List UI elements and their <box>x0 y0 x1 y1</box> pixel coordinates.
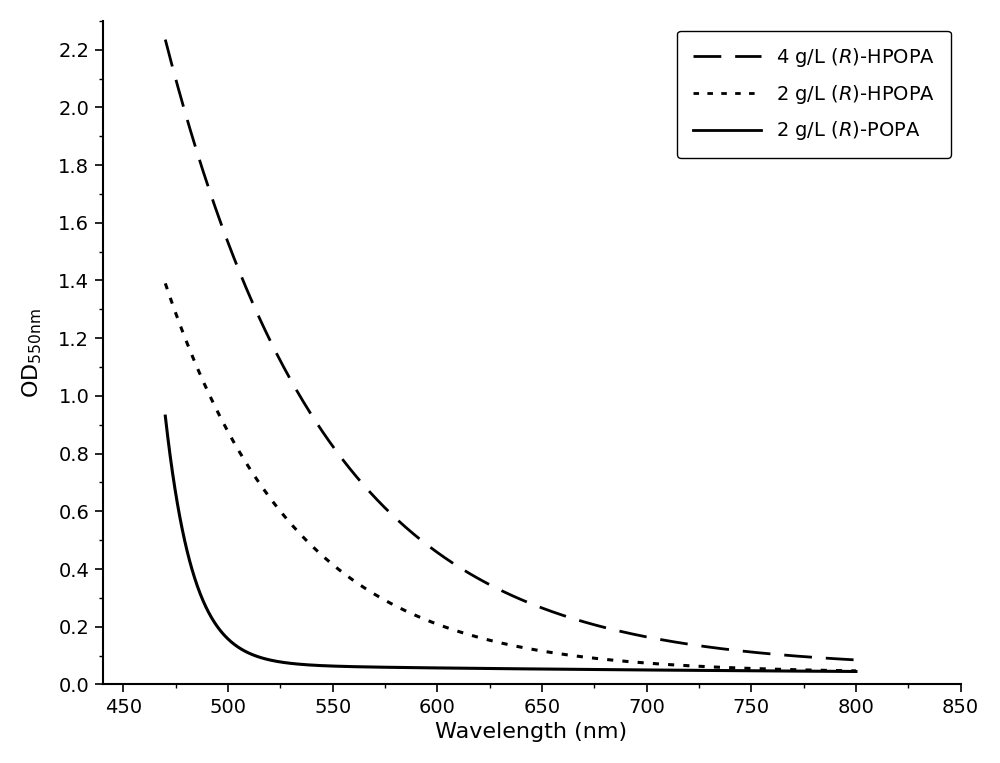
2 g/L $(R)$-HPOPA <box>477 634 489 643</box>
2 g/L $(R)$-HPOPA <box>195 371 207 380</box>
2 g/L $(R)$-POPA <box>703 666 715 675</box>
2 g/L $(R)$-HPOPA <box>703 662 715 671</box>
4 g/L $(R)$-HPOPA <box>477 577 489 586</box>
Line: 2 g/L $(R)$-HPOPA: 2 g/L $(R)$-HPOPA <box>165 283 856 671</box>
2 g/L $(R)$-HPOPA <box>850 666 862 675</box>
4 g/L $(R)$-HPOPA <box>850 655 862 665</box>
2 g/L $(R)$-HPOPA <box>495 639 507 648</box>
4 g/L $(R)$-HPOPA <box>195 159 207 168</box>
2 g/L $(R)$-HPOPA <box>159 278 171 288</box>
2 g/L $(R)$-HPOPA <box>830 666 842 675</box>
4 g/L $(R)$-HPOPA <box>830 654 842 663</box>
Line: 4 g/L $(R)$-HPOPA: 4 g/L $(R)$-HPOPA <box>165 40 856 660</box>
2 g/L $(R)$-POPA <box>850 667 862 676</box>
4 g/L $(R)$-HPOPA <box>495 586 507 595</box>
2 g/L $(R)$-POPA <box>477 664 489 673</box>
4 g/L $(R)$-HPOPA <box>159 35 171 44</box>
4 g/L $(R)$-HPOPA <box>830 654 842 663</box>
2 g/L $(R)$-HPOPA <box>830 666 842 675</box>
2 g/L $(R)$-POPA <box>830 667 842 676</box>
2 g/L $(R)$-POPA <box>495 664 507 673</box>
X-axis label: Wavelength (nm): Wavelength (nm) <box>435 722 628 742</box>
Y-axis label: OD$_\mathregular{550nm}$: OD$_\mathregular{550nm}$ <box>21 307 44 398</box>
Line: 2 g/L $(R)$-POPA: 2 g/L $(R)$-POPA <box>165 416 856 671</box>
4 g/L $(R)$-HPOPA <box>703 642 715 652</box>
2 g/L $(R)$-POPA <box>830 667 842 676</box>
Legend: 4 g/L $(R)$-HPOPA, 2 g/L $(R)$-HPOPA, 2 g/L $(R)$-POPA: 4 g/L $(R)$-HPOPA, 2 g/L $(R)$-HPOPA, 2 … <box>677 31 951 158</box>
2 g/L $(R)$-POPA <box>195 590 207 599</box>
2 g/L $(R)$-POPA <box>159 411 171 420</box>
